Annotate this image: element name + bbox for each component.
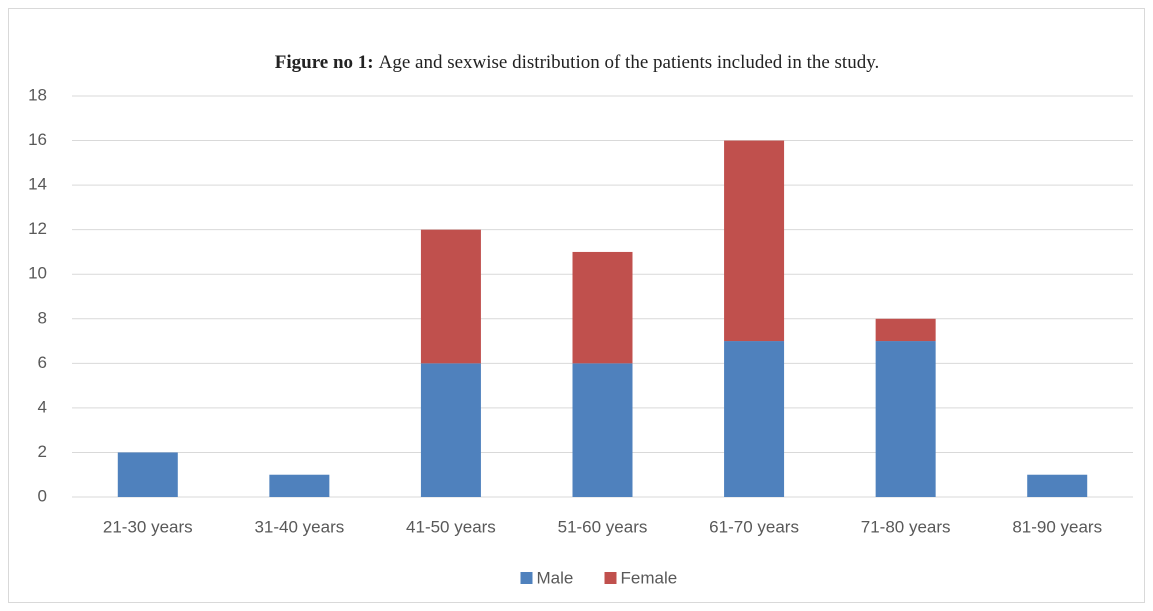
y-tick-label: 6	[38, 353, 47, 372]
x-tick-label: 61-70 years	[709, 517, 799, 536]
y-tick-label: 16	[28, 130, 47, 149]
x-tick-label: 31-40 years	[254, 517, 344, 536]
bar-segment	[1027, 474, 1088, 497]
x-tick-label: 51-60 years	[558, 517, 648, 536]
bar-segment	[724, 140, 785, 342]
chart-title: Figure no 1: Age and sexwise distribution…	[275, 52, 879, 73]
legend-label: Male	[537, 568, 574, 587]
y-tick-label: 18	[28, 85, 47, 104]
y-tick-label: 8	[38, 308, 47, 327]
bar-segment	[572, 363, 633, 497]
y-tick-label: 12	[28, 219, 47, 238]
title-label: Figure no 1:	[275, 52, 374, 73]
y-tick-label: 0	[38, 486, 47, 505]
x-tick-label: 71-80 years	[861, 517, 951, 536]
y-tick-label: 14	[28, 175, 47, 194]
bar-segment	[572, 251, 633, 364]
bar-segment	[875, 341, 936, 497]
legend-swatch	[520, 572, 533, 584]
bar-segment	[420, 229, 481, 364]
bar-segment	[420, 363, 481, 497]
bar-segment	[875, 318, 936, 342]
title-text: Age and sexwise distribution of the pati…	[379, 52, 880, 73]
x-tick-label: 81-90 years	[1012, 517, 1102, 536]
bar-segment	[269, 474, 330, 497]
legend-swatch	[604, 572, 617, 584]
bar-segment	[724, 341, 785, 497]
bar-segment	[117, 452, 178, 497]
legend-label: Female	[621, 568, 678, 587]
x-tick-label: 41-50 years	[406, 517, 496, 536]
y-tick-label: 2	[38, 442, 47, 461]
y-tick-label: 4	[38, 397, 47, 416]
y-tick-label: 10	[28, 264, 47, 283]
x-tick-label: 21-30 years	[103, 517, 193, 536]
